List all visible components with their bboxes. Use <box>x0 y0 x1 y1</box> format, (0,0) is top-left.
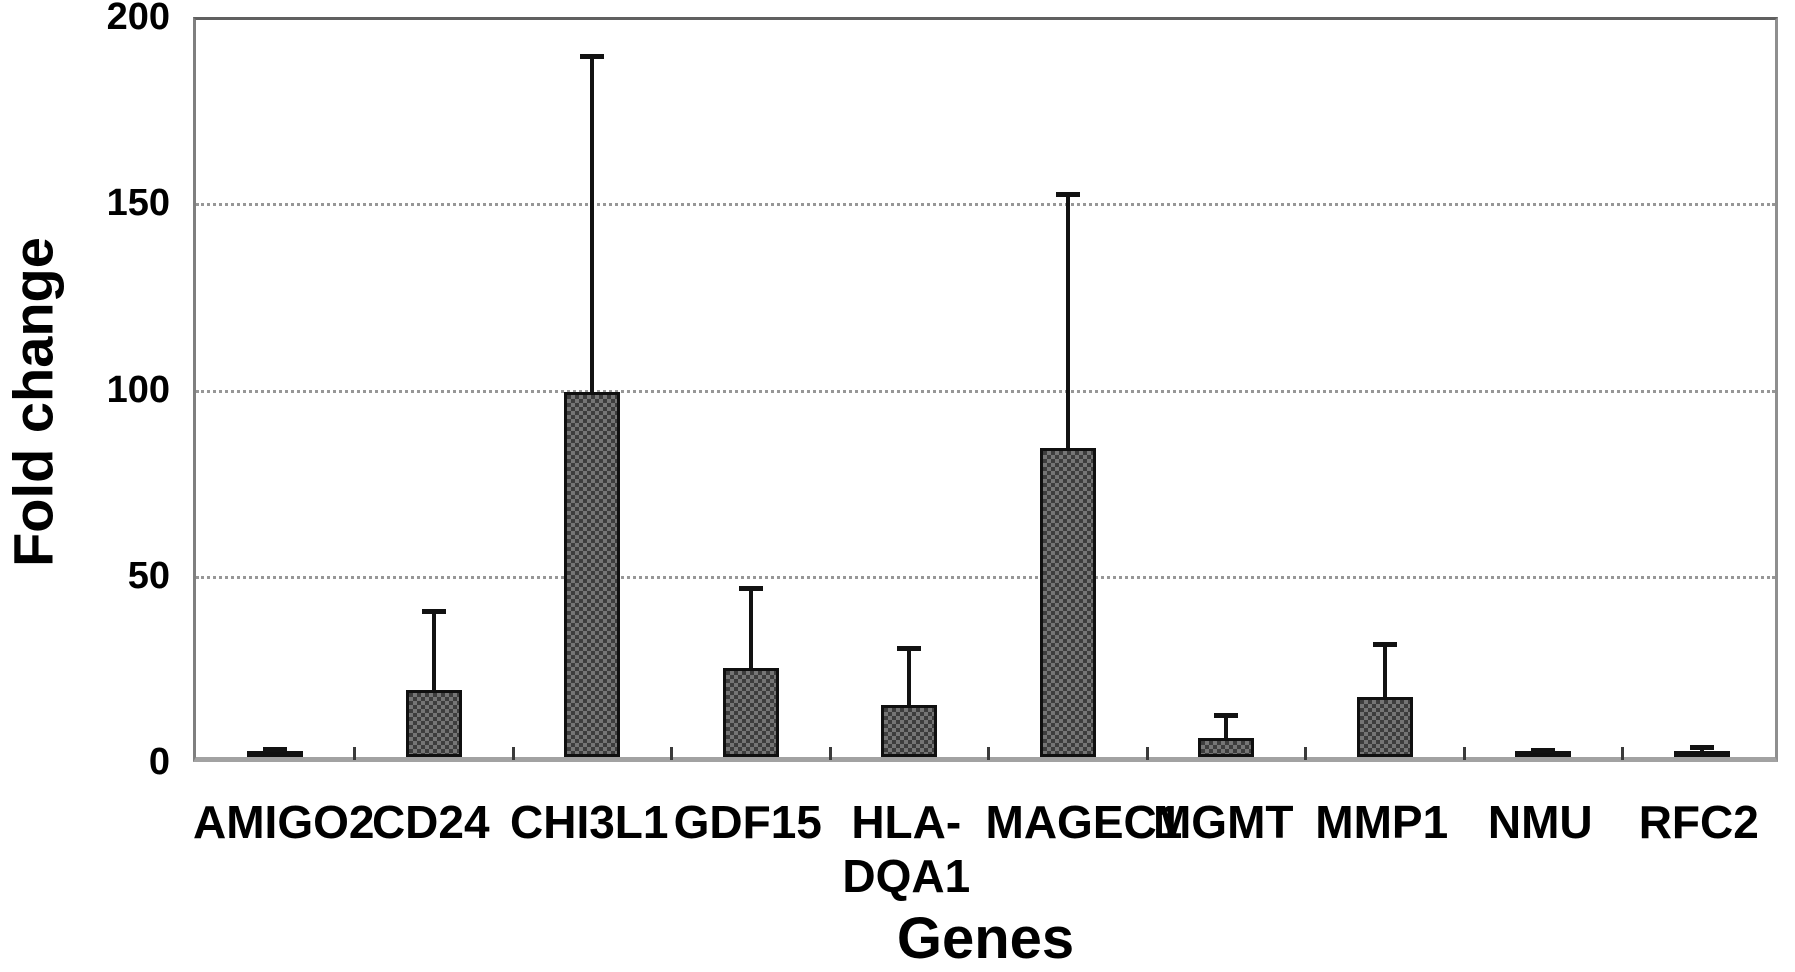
x-axis-boundary-tick-3 <box>670 747 673 760</box>
error-bar-stem-CHI3L1 <box>590 56 595 396</box>
y-tick-label-150: 150 <box>106 182 170 225</box>
error-bar-cap-NMU <box>1531 748 1556 754</box>
error-bar-stem-MAGEC1 <box>1065 194 1070 452</box>
x-tick-label-MAGEC1: MAGEC1 <box>985 796 1183 848</box>
error-bar-cap-GDF15 <box>738 586 763 592</box>
error-bar-cap-MGMT <box>1214 713 1239 719</box>
x-tick-label-RFC2: RFC2 <box>1638 796 1759 848</box>
x-tick-label-GDF15: GDF15 <box>673 796 822 848</box>
y-tick-label-200: 200 <box>106 0 170 38</box>
bar-CD24 <box>405 689 462 757</box>
bar-MAGEC1 <box>1039 447 1096 757</box>
x-tick-label-NMU: NMU <box>1487 796 1593 848</box>
x-axis-boundary-tick-6 <box>1145 747 1149 760</box>
y-tick-label-0: 0 <box>148 741 170 783</box>
bar-HLA-DQA1 <box>881 704 938 757</box>
gridline-50 <box>196 575 1775 579</box>
x-axis-boundary-tick-4 <box>828 747 832 760</box>
x-tick-label-AMIGO2: AMIGO2 <box>193 796 375 848</box>
x-tick-label-HLA-DQA1: HLA- DQA1 <box>842 796 971 903</box>
error-bar-cap-AMIGO2 <box>263 746 288 752</box>
error-bar-stem-MGMT <box>1224 716 1229 743</box>
bar-GDF15 <box>722 667 779 757</box>
x-tick-label-CHI3L1: CHI3L1 <box>510 796 669 848</box>
x-axis-boundary-tick-7 <box>1304 747 1307 760</box>
bar-AMIGO2 <box>247 751 304 757</box>
error-bar-stem-HLA-DQA1 <box>907 648 912 709</box>
error-bar-cap-MAGEC1 <box>1055 191 1080 197</box>
y-tick-label-100: 100 <box>106 368 170 411</box>
error-bar-stem-CD24 <box>431 611 436 694</box>
x-axis-boundary-tick-8 <box>1462 747 1466 760</box>
error-bar-cap-MMP1 <box>1372 642 1397 648</box>
error-bar-cap-RFC2 <box>1689 744 1714 750</box>
bar-CHI3L1 <box>564 391 621 757</box>
gridline-100 <box>196 389 1775 393</box>
x-tick-label-MMP1: MMP1 <box>1315 796 1449 848</box>
bar-RFC2 <box>1673 751 1730 757</box>
x-tick-label-CD24: CD24 <box>371 796 490 848</box>
x-axis-title: Genes <box>896 906 1075 971</box>
x-axis-boundary-tick-2 <box>511 747 515 760</box>
x-axis-boundary-tick-5 <box>987 747 990 760</box>
plot-area <box>193 17 1778 762</box>
error-bar-cap-CD24 <box>421 608 446 614</box>
bar-MGMT <box>1198 738 1255 757</box>
x-tick-label-MGMT: MGMT <box>1152 796 1294 848</box>
gridline-150 <box>196 203 1775 207</box>
error-bar-stem-MMP1 <box>1382 645 1387 702</box>
error-bar-cap-CHI3L1 <box>580 53 605 59</box>
bar-MMP1 <box>1356 697 1413 757</box>
error-bar-cap-HLA-DQA1 <box>897 645 922 651</box>
x-axis-boundary-tick-1 <box>353 747 356 760</box>
x-axis-boundary-tick-9 <box>1621 747 1624 760</box>
y-tick-label-50: 50 <box>127 554 170 597</box>
error-bar-stem-GDF15 <box>748 589 753 672</box>
